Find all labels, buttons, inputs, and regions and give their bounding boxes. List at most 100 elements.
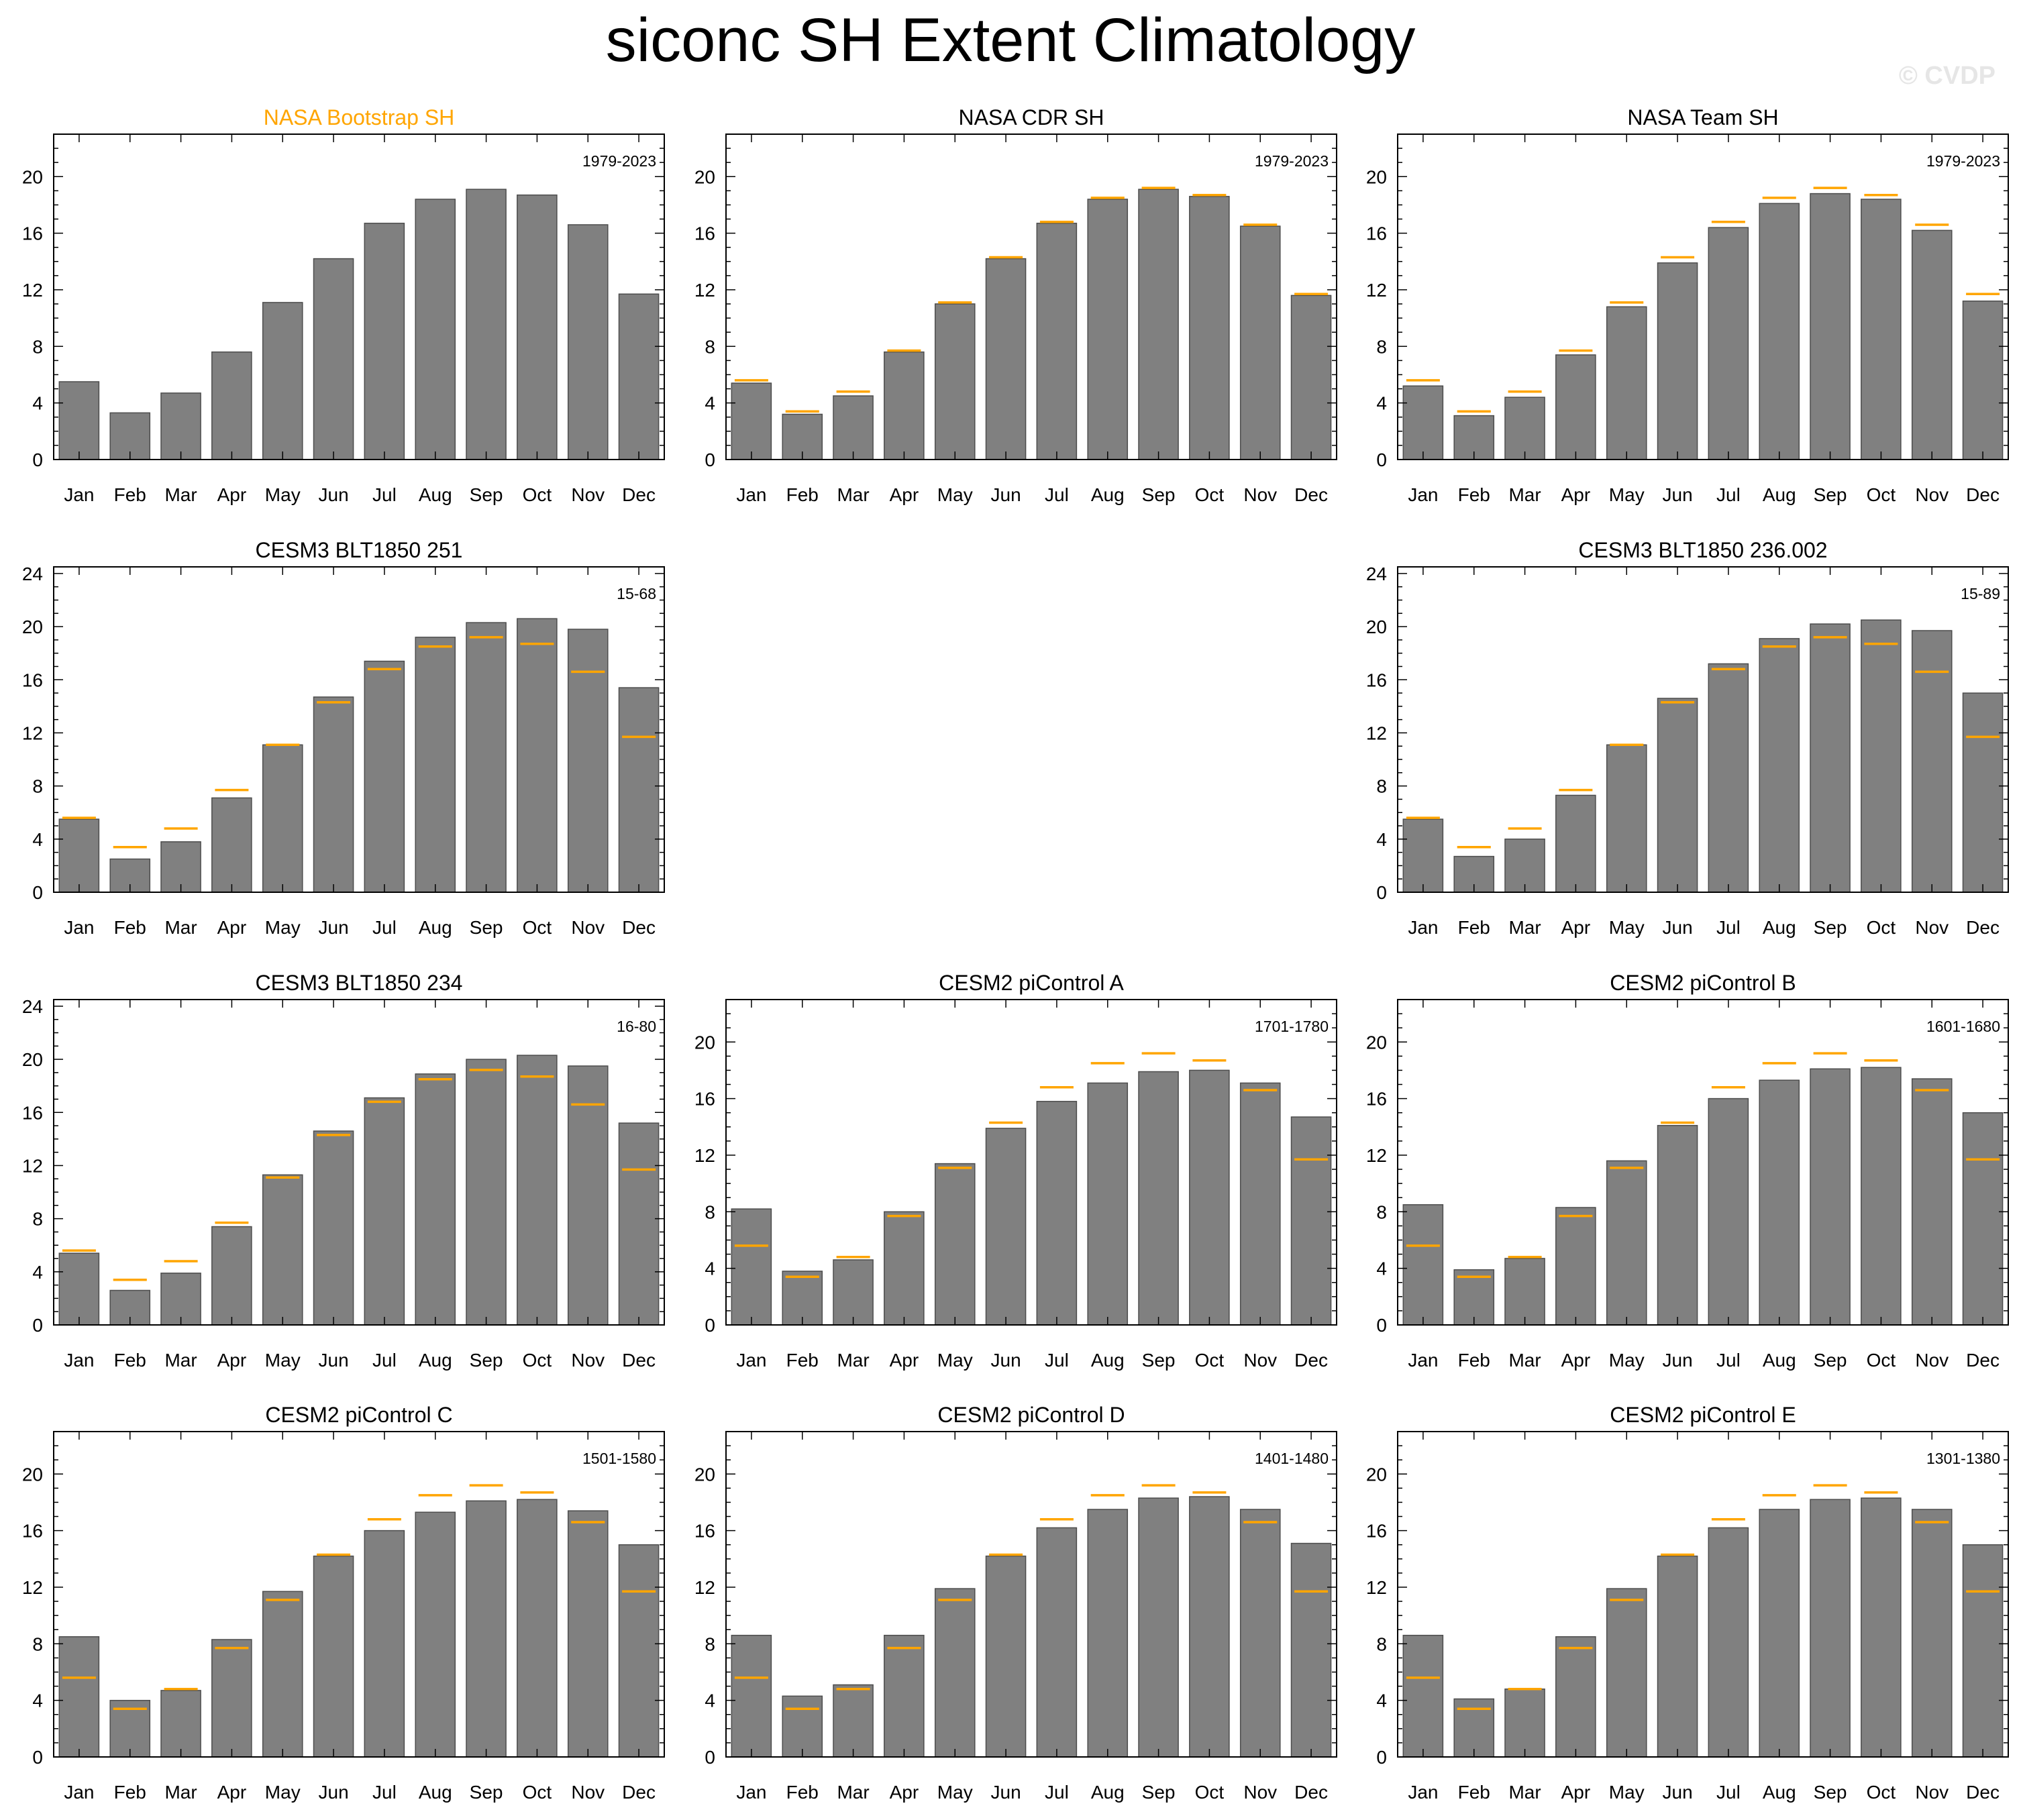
bar bbox=[364, 660, 405, 893]
bar bbox=[567, 1510, 609, 1758]
bar bbox=[1290, 1116, 1332, 1326]
bar bbox=[1810, 1499, 1851, 1758]
x-tick-label: May bbox=[265, 1782, 301, 1803]
x-tick-label: Jun bbox=[319, 917, 349, 938]
bar bbox=[1402, 385, 1444, 460]
x-tick-label: Oct bbox=[523, 1350, 552, 1371]
bar bbox=[517, 1055, 558, 1326]
x-tick-label: Jul bbox=[372, 1782, 397, 1803]
bar bbox=[415, 1073, 456, 1326]
bar bbox=[1606, 744, 1647, 893]
bar bbox=[1810, 623, 1851, 893]
cvdp-watermark: © CVDP bbox=[1898, 62, 1996, 90]
bar bbox=[833, 1684, 874, 1758]
bar bbox=[985, 258, 1027, 460]
x-tick-label: Jun bbox=[991, 1350, 1021, 1371]
x-tick-label: Apr bbox=[890, 1782, 919, 1803]
y-tick-label: 12 bbox=[1366, 722, 1387, 743]
bar bbox=[1911, 1078, 1953, 1326]
x-tick-label: Oct bbox=[1195, 1782, 1225, 1803]
bar bbox=[1189, 1069, 1230, 1326]
bar bbox=[1911, 630, 1953, 893]
bar bbox=[415, 637, 456, 893]
x-tick-label: May bbox=[265, 917, 301, 938]
x-tick-label: Sep bbox=[470, 1350, 503, 1371]
x-tick-label: Sep bbox=[1814, 484, 1847, 505]
x-tick-label: Mar bbox=[837, 1350, 869, 1371]
x-tick-label: Oct bbox=[523, 1782, 552, 1803]
bar bbox=[313, 1130, 354, 1326]
bar bbox=[1911, 1509, 1953, 1758]
x-tick-label: May bbox=[937, 1782, 973, 1803]
bar bbox=[466, 1500, 507, 1758]
x-tick-label: Dec bbox=[622, 917, 656, 938]
bar bbox=[1138, 189, 1179, 460]
bar bbox=[618, 293, 660, 460]
x-tick-label: Sep bbox=[470, 1782, 503, 1803]
chart-panel: 0 4 8 12 16 20 Jan Feb Mar Apr May Jun Jul Aug Sep Oct N… bbox=[22, 105, 665, 505]
x-tick-label: Jul bbox=[1716, 484, 1741, 505]
x-tick-label: Apr bbox=[1561, 484, 1591, 505]
x-tick-label: Jan bbox=[64, 1782, 94, 1803]
bar bbox=[313, 1555, 354, 1758]
bar bbox=[985, 1555, 1027, 1758]
x-tick-label: Feb bbox=[786, 1782, 819, 1803]
y-tick-label: 4 bbox=[705, 1259, 715, 1279]
x-tick-label: May bbox=[1609, 917, 1645, 938]
plot-frame bbox=[1397, 566, 2009, 893]
plot-frame bbox=[1397, 1431, 2009, 1758]
x-tick-label: Mar bbox=[837, 1782, 869, 1803]
y-tick-label: 4 bbox=[32, 1691, 43, 1711]
chart-panel: 0 4 8 12 16 20 Jan Feb Mar Apr May Jun Jul Aug Sep Oct N… bbox=[1366, 105, 2009, 505]
period-label: 1401-1480 bbox=[1255, 1450, 1329, 1467]
bar bbox=[1087, 1509, 1129, 1758]
y-tick-label: 8 bbox=[1376, 1634, 1387, 1654]
y-tick-label: 20 bbox=[22, 1464, 43, 1485]
bar bbox=[934, 1588, 976, 1758]
bar bbox=[160, 841, 201, 893]
bar bbox=[1402, 1204, 1444, 1326]
y-tick-label: 8 bbox=[705, 1201, 715, 1222]
bar bbox=[1962, 692, 2004, 893]
x-tick-label: Nov bbox=[571, 484, 605, 505]
y-tick-label: 20 bbox=[694, 1032, 715, 1053]
bar bbox=[1138, 1497, 1179, 1758]
y-tick-label: 20 bbox=[22, 1049, 43, 1070]
plot-frame bbox=[53, 566, 665, 893]
bar bbox=[731, 1634, 772, 1758]
x-tick-label: Aug bbox=[1763, 1782, 1796, 1803]
bar bbox=[1402, 1634, 1444, 1758]
bar bbox=[1239, 1082, 1281, 1326]
bar bbox=[782, 1271, 823, 1326]
x-tick-label: Aug bbox=[419, 1350, 452, 1371]
bar bbox=[1290, 295, 1332, 460]
plot-frame bbox=[53, 133, 665, 460]
y-tick-label: 8 bbox=[1376, 776, 1387, 797]
x-tick-label: Nov bbox=[1915, 484, 1949, 505]
x-tick-label: Dec bbox=[1966, 1350, 2000, 1371]
x-tick-label: Feb bbox=[1458, 917, 1490, 938]
x-tick-label: Sep bbox=[1142, 1350, 1176, 1371]
y-tick-label: 16 bbox=[1366, 1089, 1387, 1110]
bar bbox=[1708, 227, 1749, 460]
y-tick-label: 20 bbox=[1366, 617, 1387, 637]
bar bbox=[1810, 193, 1851, 460]
x-tick-label: Jul bbox=[1045, 1782, 1069, 1803]
panel-title: CESM2 piControl A bbox=[939, 971, 1124, 995]
x-tick-label: Nov bbox=[1243, 484, 1277, 505]
x-tick-label: Nov bbox=[571, 917, 605, 938]
y-tick-label: 0 bbox=[705, 1315, 715, 1336]
bar bbox=[262, 1591, 303, 1758]
x-tick-label: Jun bbox=[319, 1782, 349, 1803]
bar bbox=[1861, 619, 1902, 893]
x-tick-label: Feb bbox=[1458, 1782, 1490, 1803]
y-tick-label: 4 bbox=[705, 393, 715, 414]
bar bbox=[934, 303, 976, 460]
bar bbox=[1290, 1542, 1332, 1758]
bar bbox=[466, 1059, 507, 1326]
x-tick-label: Jul bbox=[1045, 1350, 1069, 1371]
chart-panel: 0 4 8 12 16 20 Jan Feb Mar Apr May Jun Jul Aug Sep Oct N… bbox=[694, 971, 1337, 1371]
x-tick-label: Jan bbox=[736, 1350, 766, 1371]
bar bbox=[262, 744, 303, 893]
x-tick-label: Jul bbox=[1045, 484, 1069, 505]
